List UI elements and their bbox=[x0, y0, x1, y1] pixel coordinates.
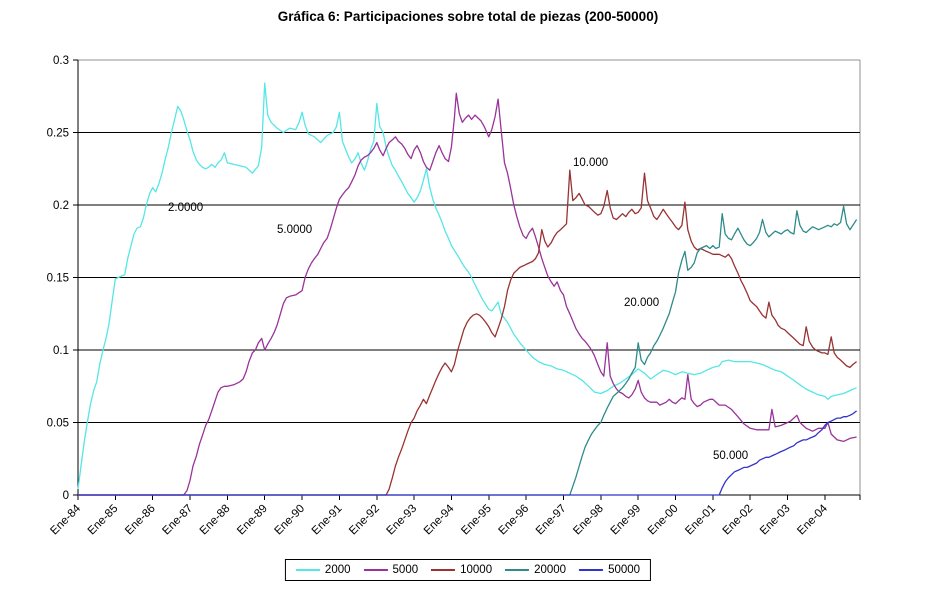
series-line-20000 bbox=[78, 205, 858, 496]
legend-swatch-10000 bbox=[431, 569, 456, 571]
legend-label-20000: 20000 bbox=[534, 564, 567, 576]
x-tick-label: Ene-99 bbox=[609, 503, 644, 538]
y-tick-label: 0 bbox=[63, 490, 69, 502]
legend: 2000 5000 10000 20000 50000 bbox=[284, 559, 652, 581]
series-line-5000 bbox=[78, 92, 857, 496]
x-tick-label: Ene-87 bbox=[160, 503, 195, 538]
x-tick-label: Ene-96 bbox=[497, 503, 532, 538]
legend-item-5000: 5000 bbox=[363, 564, 419, 576]
y-tick-label: 0.15 bbox=[47, 273, 69, 285]
x-tick-label: Ene-86 bbox=[123, 503, 158, 538]
legend-swatch-2000 bbox=[295, 569, 320, 571]
x-tick-label: Ene-84 bbox=[48, 502, 83, 537]
series-line-50000 bbox=[78, 410, 858, 496]
legend-label-2000: 2000 bbox=[324, 564, 351, 576]
x-tick-label: Ene-88 bbox=[198, 503, 233, 538]
x-tick-label: Ene-00 bbox=[646, 503, 681, 538]
x-tick-label: Ene-85 bbox=[86, 503, 121, 538]
x-tick-label: Ene-97 bbox=[534, 503, 569, 538]
series-annotation-50.000: 50.000 bbox=[713, 450, 748, 462]
y-tick-label: 0.1 bbox=[53, 345, 69, 357]
series-annotation-5.0000: 5.0000 bbox=[277, 224, 312, 236]
x-tick-label: Ene-95 bbox=[459, 503, 494, 538]
y-tick-label: 0.05 bbox=[47, 418, 69, 430]
y-tick-label: 0.25 bbox=[47, 128, 69, 140]
legend-item-20000: 20000 bbox=[505, 564, 566, 576]
x-tick-label: Ene-01 bbox=[683, 503, 718, 538]
series-annotation-20.000: 20.000 bbox=[624, 297, 659, 309]
x-tick-label: Ene-90 bbox=[272, 503, 307, 538]
legend-item-50000: 50000 bbox=[579, 564, 640, 576]
legend-swatch-5000 bbox=[363, 569, 388, 571]
series-annotation-10.000: 10.000 bbox=[573, 157, 608, 169]
x-tick-label: Ene-91 bbox=[310, 503, 345, 538]
legend-item-10000: 10000 bbox=[431, 564, 492, 576]
series-line-10000 bbox=[78, 169, 858, 496]
legend-item-2000: 2000 bbox=[295, 564, 351, 576]
x-tick-label: Ene-98 bbox=[571, 503, 606, 538]
x-tick-label: Ene-03 bbox=[758, 503, 793, 538]
series-line-2000 bbox=[77, 82, 857, 490]
x-tick-label: Ene-94 bbox=[422, 502, 457, 537]
x-tick-label: Ene-92 bbox=[347, 503, 382, 538]
x-tick-label: Ene-02 bbox=[721, 503, 756, 538]
legend-swatch-50000 bbox=[579, 569, 604, 571]
y-tick-label: 0.2 bbox=[53, 200, 69, 212]
legend-swatch-20000 bbox=[505, 569, 530, 571]
x-tick-label: Ene-93 bbox=[385, 503, 420, 538]
y-tick-label: 0.3 bbox=[53, 55, 69, 67]
legend-label-5000: 5000 bbox=[392, 564, 419, 576]
x-tick-label: Ene-04 bbox=[795, 502, 830, 537]
x-tick-label: Ene-89 bbox=[235, 503, 270, 538]
legend-label-50000: 50000 bbox=[608, 564, 641, 576]
legend-label-10000: 10000 bbox=[460, 564, 493, 576]
chart-title: Gráfica 6: Participaciones sobre total d… bbox=[277, 9, 659, 24]
series-annotation-2.0000: 2.0000 bbox=[168, 202, 203, 214]
